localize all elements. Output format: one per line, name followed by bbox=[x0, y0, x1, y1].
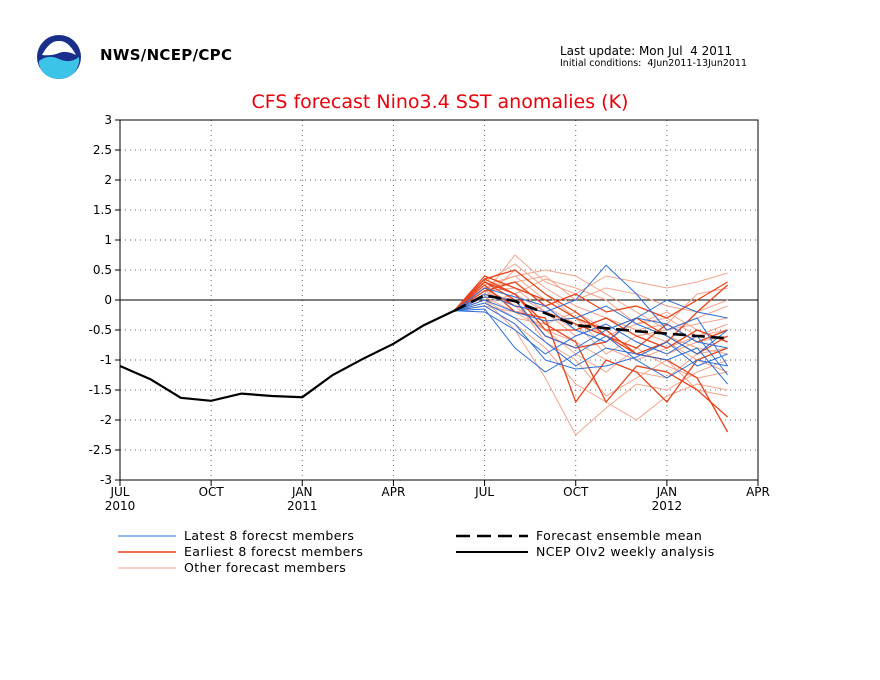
x-tick-label: JAN bbox=[656, 485, 678, 499]
earliest-member-line bbox=[453, 278, 728, 349]
y-tick-label: -1.5 bbox=[89, 383, 112, 397]
y-tick-label: 3 bbox=[104, 113, 112, 127]
x-tick-year: 2010 bbox=[105, 499, 136, 513]
x-tick-label: APR bbox=[382, 485, 406, 499]
y-tick-label: -3 bbox=[100, 473, 112, 487]
y-tick-label: -1 bbox=[100, 353, 112, 367]
noaa-logo bbox=[37, 35, 81, 79]
latest-member-line bbox=[453, 264, 729, 367]
chart-title: CFS forecast Nino3.4 SST anomalies (K) bbox=[252, 91, 629, 113]
x-tick-label: JAN bbox=[291, 485, 313, 499]
legend-label-latest: Latest 8 forecst members bbox=[184, 528, 354, 543]
legend: Latest 8 forecst members Earliest 8 fore… bbox=[118, 528, 715, 575]
last-update-text: Last update: Mon Jul 4 2011 bbox=[560, 44, 733, 58]
ensemble-mean-line bbox=[453, 293, 728, 340]
legend-label-analysis: NCEP OIv2 weekly analysis bbox=[536, 544, 715, 559]
y-axis: 3 2.5 2 1.5 1 0.5 0 -0.5 -1 -1.5 -2 -2.5 -3 bbox=[89, 113, 120, 487]
analysis-line bbox=[119, 309, 455, 402]
x-tick-label: OCT bbox=[563, 485, 589, 499]
latest-member-line bbox=[454, 299, 728, 355]
y-tick-label: 1.5 bbox=[93, 203, 112, 217]
update-info: Last update: Mon Jul 4 2011 Initial cond… bbox=[560, 44, 747, 70]
latest-member-line bbox=[454, 308, 728, 379]
legend-label-other: Other forecast members bbox=[184, 560, 346, 575]
plot-frame bbox=[119, 119, 759, 481]
y-tick-label: 0.5 bbox=[93, 263, 112, 277]
initial-conditions-text: Initial conditions: 4Jun2011-13Jun2011 bbox=[560, 58, 748, 69]
latest-members bbox=[453, 264, 729, 385]
y-tick-label: 2.5 bbox=[93, 143, 112, 157]
y-tick-label: 0 bbox=[104, 293, 112, 307]
latest-member-line bbox=[454, 305, 728, 370]
latest-member-line bbox=[453, 287, 728, 343]
x-tick-year: 2011 bbox=[287, 499, 318, 513]
x-tick-label: OCT bbox=[199, 485, 225, 499]
y-tick-label: -0.5 bbox=[89, 323, 112, 337]
agency-label: NWS/NCEP/CPC bbox=[100, 46, 233, 64]
y-tick-label: -2.5 bbox=[89, 443, 112, 457]
x-tick-label: JUL bbox=[109, 485, 129, 499]
y-tick-label: 2 bbox=[104, 173, 112, 187]
other-member-line bbox=[453, 296, 728, 379]
y-tick-label: -2 bbox=[100, 413, 112, 427]
legend-label-mean: Forecast ensemble mean bbox=[536, 528, 702, 543]
x-tick-label: JUL bbox=[474, 485, 494, 499]
y-tick-label: 1 bbox=[104, 233, 112, 247]
x-tick-year: 2012 bbox=[652, 499, 683, 513]
x-tick-label: APR bbox=[746, 485, 770, 499]
legend-label-earliest: Earliest 8 forecst members bbox=[184, 544, 363, 559]
